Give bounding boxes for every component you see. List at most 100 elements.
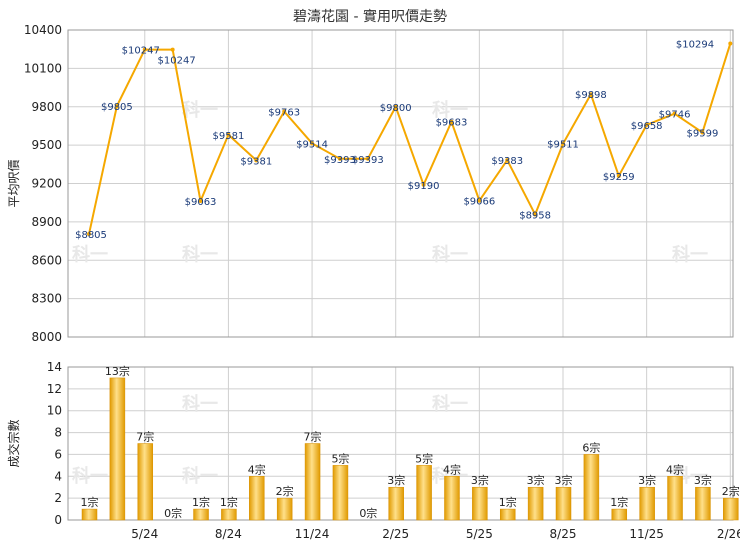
volume-data-label: 2宗: [722, 484, 740, 498]
volume-bar: [109, 377, 126, 521]
y-tick-label: 9500: [31, 138, 62, 152]
price-point: [337, 156, 342, 161]
plot-frame: [67, 29, 734, 338]
price-point: [254, 158, 259, 163]
x-tick-label: 2/26: [717, 527, 740, 541]
volume-data-label: 13宗: [105, 364, 130, 378]
watermark-text: 科一: [182, 393, 218, 415]
price-data-label: $9683: [436, 118, 468, 129]
volume-bar-panel: 0 2 4 6 8 10 12 14 5/24 8/24 11/24 2/25 5/25 8/25 11/2…: [6, 360, 740, 541]
volume-bar: [249, 476, 265, 521]
price-data-label: $9190: [408, 181, 440, 192]
price-data-label: $9511: [547, 140, 579, 151]
chart-title: 碧濤花園 - 實用呎價走勢: [293, 8, 447, 25]
volume-bar: [695, 486, 711, 521]
volume-bar: [639, 486, 655, 521]
volume-data-label: 4宗: [666, 462, 684, 476]
price-point: [616, 173, 621, 178]
y-axis-label: 成交宗數: [6, 419, 21, 467]
volume-data-label: 3宗: [555, 473, 573, 487]
watermark-text: 科一: [432, 393, 468, 415]
price-data-label: $9599: [687, 128, 719, 139]
price-point: [393, 104, 398, 109]
y-tick-label: 8600: [31, 253, 62, 267]
volume-bar: [472, 486, 488, 521]
volume-data-label: 1宗: [220, 495, 238, 509]
volume-bar: [193, 508, 209, 521]
volume-bar: [416, 465, 432, 521]
price-data-label: $9393: [352, 155, 384, 166]
volume-bar: [583, 454, 600, 521]
price-data-label: $9063: [185, 197, 217, 208]
volume-bar: [388, 486, 404, 521]
volume-data-label: 3宗: [471, 473, 489, 487]
price-point: [365, 156, 370, 161]
price-data-label: $9658: [631, 121, 663, 132]
price-point: [170, 47, 175, 52]
price-point: [728, 41, 733, 46]
price-data-label: $9066: [463, 197, 495, 208]
x-tick-label: 8/25: [550, 527, 577, 541]
price-point: [449, 119, 454, 124]
price-point: [198, 199, 203, 204]
price-data-label: $9259: [603, 172, 635, 183]
volume-bar: [332, 465, 349, 521]
volume-data-label: 3宗: [387, 473, 405, 487]
y-tick-label: 9800: [31, 100, 62, 114]
y-tick-label: 8900: [31, 215, 62, 229]
y-tick-label: 8000: [31, 330, 62, 344]
price-data-label: $9746: [659, 110, 691, 121]
volume-data-label: 3宗: [527, 473, 545, 487]
x-tick-label: 2/25: [382, 527, 409, 541]
x-tick-label: 5/25: [466, 527, 493, 541]
volume-data-label: 3宗: [638, 473, 656, 487]
volume-data-label: 1宗: [192, 495, 210, 509]
y-tick-label: 10100: [24, 61, 62, 75]
y-axis-label: 平均呎價: [7, 159, 21, 207]
y-tick-label: 4: [54, 469, 62, 483]
price-point: [700, 130, 705, 135]
volume-bar: [444, 476, 460, 521]
volume-bar: [527, 486, 544, 521]
volume-bar: [499, 508, 516, 521]
x-tick-label: 5/24: [131, 527, 158, 541]
volume-bar: [304, 443, 321, 521]
volume-bar: [221, 508, 237, 521]
price-data-label: $10294: [676, 40, 714, 51]
watermark-text: 科一: [72, 243, 108, 265]
price-point: [505, 158, 510, 163]
volume-data-label: 6宗: [582, 440, 600, 454]
volume-data-label: 2宗: [276, 484, 294, 498]
x-tick-label: 11/24: [295, 527, 330, 541]
watermark-text: 科一: [182, 465, 218, 487]
volume-data-label: 0宗: [359, 506, 377, 520]
volume-data-label: 1宗: [81, 495, 99, 509]
price-data-label: $9763: [268, 107, 300, 118]
price-point: [588, 92, 593, 97]
x-tick-label: 11/25: [629, 527, 664, 541]
volume-bar: [667, 476, 683, 521]
volume-bar: [137, 443, 154, 521]
volume-data-label: 4宗: [443, 462, 461, 476]
y-tick-label: 10: [47, 404, 62, 418]
price-point: [282, 109, 287, 114]
price-data-label: $9381: [240, 156, 272, 167]
price-point: [644, 122, 649, 127]
volume-data-label: 0宗: [164, 506, 182, 520]
price-point: [114, 104, 119, 109]
price-line-panel: 8000 8300 8600 8900 9200 9500 9800 10100 10400 科一…: [7, 23, 734, 344]
price-data-label: $9581: [213, 131, 245, 142]
y-tick-label: 10400: [24, 23, 62, 37]
watermark-text: 科一: [672, 243, 708, 265]
price-data-label: $9383: [491, 156, 523, 167]
price-point: [142, 47, 147, 52]
volume-data-label: 5宗: [331, 451, 349, 465]
price-point: [561, 141, 566, 146]
price-data-label: $10247: [158, 56, 196, 67]
y-tick-label: 8: [54, 426, 62, 440]
watermark-text: 科一: [182, 99, 218, 121]
price-data-label: $10247: [122, 46, 160, 57]
price-point: [533, 212, 538, 217]
y-tick-label: 8300: [31, 292, 62, 306]
